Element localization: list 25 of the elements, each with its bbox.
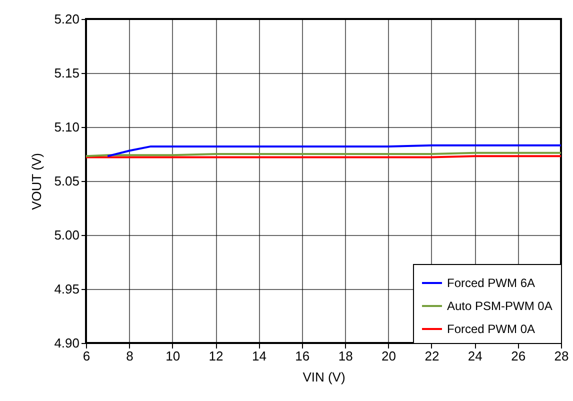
- y-tick-label: 5.10: [54, 120, 80, 134]
- y-tick-label: 4.95: [54, 282, 80, 296]
- y-tick-label: 4.90: [54, 336, 80, 350]
- x-tick-label: 10: [166, 348, 180, 364]
- legend-label: Forced PWM 0A: [447, 322, 536, 336]
- x-tick-label: 6: [82, 348, 90, 364]
- x-tick-label: 26: [511, 348, 526, 364]
- x-tick-label: 24: [468, 348, 482, 364]
- x-tick-label: 16: [295, 348, 310, 364]
- y-tick-label: 5.15: [54, 66, 80, 80]
- legend-label: Auto PSM-PWM 0A: [447, 299, 552, 313]
- x-tick-label: 22: [424, 348, 440, 364]
- x-axis-title: VIN (V): [302, 370, 346, 384]
- x-tick-label: 14: [252, 348, 266, 364]
- x-tick-label: 12: [208, 348, 224, 364]
- legend-label: Forced PWM 6A: [447, 276, 536, 290]
- y-tick-label: 5.00: [54, 228, 80, 242]
- y-tick-label: 5.20: [54, 12, 80, 26]
- line-series: [106, 144, 561, 158]
- x-tick-label: 18: [338, 348, 353, 364]
- y-tick-label: 5.05: [54, 174, 80, 188]
- x-tick-label: 28: [554, 348, 569, 364]
- x-tick-label: 20: [382, 348, 396, 364]
- x-tick-label: 8: [126, 348, 134, 364]
- y-axis-title: VOUT (V): [29, 153, 44, 210]
